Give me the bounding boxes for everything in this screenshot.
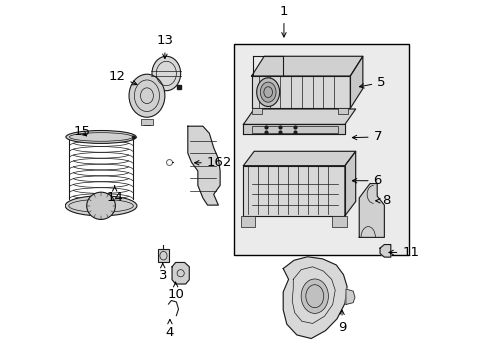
Bar	[337, 108, 347, 114]
Ellipse shape	[65, 196, 137, 216]
Text: 13: 13	[156, 34, 173, 59]
Text: 1: 1	[279, 5, 287, 37]
Polygon shape	[359, 184, 384, 237]
Polygon shape	[349, 56, 362, 108]
Text: 3: 3	[158, 263, 166, 282]
Polygon shape	[344, 151, 355, 216]
Bar	[234, 44, 408, 255]
Polygon shape	[243, 166, 344, 216]
Polygon shape	[243, 109, 355, 125]
Ellipse shape	[86, 192, 115, 220]
Text: 7: 7	[352, 130, 381, 144]
Ellipse shape	[152, 56, 180, 91]
Text: 9: 9	[337, 310, 346, 334]
Ellipse shape	[256, 78, 279, 107]
Bar	[158, 249, 169, 262]
Polygon shape	[243, 151, 355, 166]
Text: 6: 6	[352, 174, 381, 187]
Ellipse shape	[129, 74, 164, 117]
Text: 14: 14	[106, 186, 123, 204]
Polygon shape	[251, 56, 362, 76]
Text: 12: 12	[108, 69, 137, 85]
Text: 11: 11	[388, 246, 418, 259]
Polygon shape	[187, 126, 220, 205]
Bar	[332, 216, 346, 226]
Bar	[140, 119, 153, 125]
Polygon shape	[172, 262, 189, 284]
Polygon shape	[283, 257, 346, 338]
Ellipse shape	[66, 131, 136, 143]
Polygon shape	[379, 244, 390, 257]
Bar	[241, 216, 255, 226]
Bar	[251, 108, 261, 114]
Text: 15: 15	[73, 125, 90, 138]
Text: 10: 10	[167, 282, 183, 301]
Polygon shape	[346, 289, 354, 305]
Polygon shape	[251, 76, 349, 108]
Bar	[251, 126, 337, 133]
Text: 162: 162	[194, 156, 232, 169]
Polygon shape	[243, 125, 344, 134]
Text: 5: 5	[359, 76, 385, 89]
Ellipse shape	[301, 279, 328, 314]
Ellipse shape	[260, 82, 276, 102]
Text: 8: 8	[375, 194, 390, 207]
Text: 4: 4	[165, 319, 174, 339]
